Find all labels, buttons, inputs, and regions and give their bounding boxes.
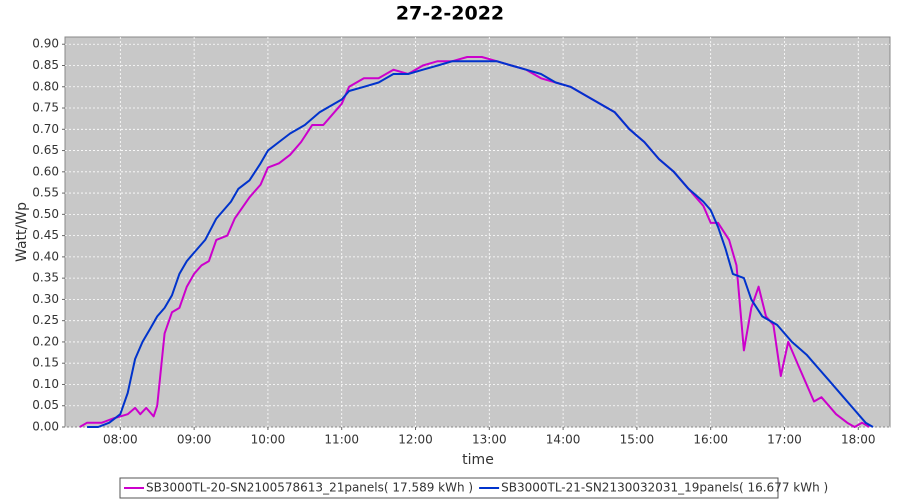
y-tick-label: 0.80	[32, 79, 59, 93]
y-tick-label: 0.45	[32, 228, 59, 242]
x-tick-label: 18:00	[841, 433, 876, 447]
y-tick-label: 0.65	[32, 143, 59, 157]
x-axis-label: time	[462, 452, 494, 468]
legend-label: SB3000TL-20-SN2100578613_21panels( 17.58…	[146, 481, 473, 495]
plot-area	[64, 36, 891, 428]
x-tick-label: 10:00	[251, 433, 286, 447]
y-tick-label: 0.20	[32, 334, 59, 348]
y-tick-label: 0.15	[32, 356, 59, 370]
y-tick-label: 0.30	[32, 292, 59, 306]
y-tick-label: 0.35	[32, 271, 59, 285]
y-tick-label: 0.40	[32, 249, 59, 263]
y-axis-label: Watt/Wp	[14, 202, 30, 262]
y-tick-label: 0.85	[32, 58, 59, 72]
y-tick-label: 0.25	[32, 313, 59, 327]
x-tick-label: 11:00	[324, 433, 359, 447]
series-line	[87, 60, 874, 428]
y-tick-label: 0.05	[32, 398, 59, 412]
y-tick-label: 0.50	[32, 207, 59, 221]
legend	[119, 477, 779, 499]
y-tick-label: 0.75	[32, 101, 59, 115]
y-tick-label: 0.70	[32, 122, 59, 136]
x-tick-label: 15:00	[620, 433, 655, 447]
x-tick-label: 12:00	[398, 433, 433, 447]
y-tick-label: 0.90	[32, 37, 59, 51]
legend-label: SB3000TL-21-SN2130032031_19panels( 16.67…	[501, 481, 828, 495]
y-tick-label: 0.60	[32, 164, 59, 178]
y-tick-label: 0.10	[32, 377, 59, 391]
x-tick-label: 09:00	[177, 433, 212, 447]
x-tick-label: 08:00	[103, 433, 138, 447]
y-tick-label: 0.55	[32, 186, 59, 200]
y-tick-label: 0.00	[32, 420, 59, 434]
x-tick-label: 16:00	[693, 433, 728, 447]
x-tick-label: 13:00	[472, 433, 507, 447]
x-tick-label: 17:00	[767, 433, 802, 447]
chart-title: 27-2-2022	[396, 3, 504, 25]
x-tick-label: 14:00	[546, 433, 581, 447]
